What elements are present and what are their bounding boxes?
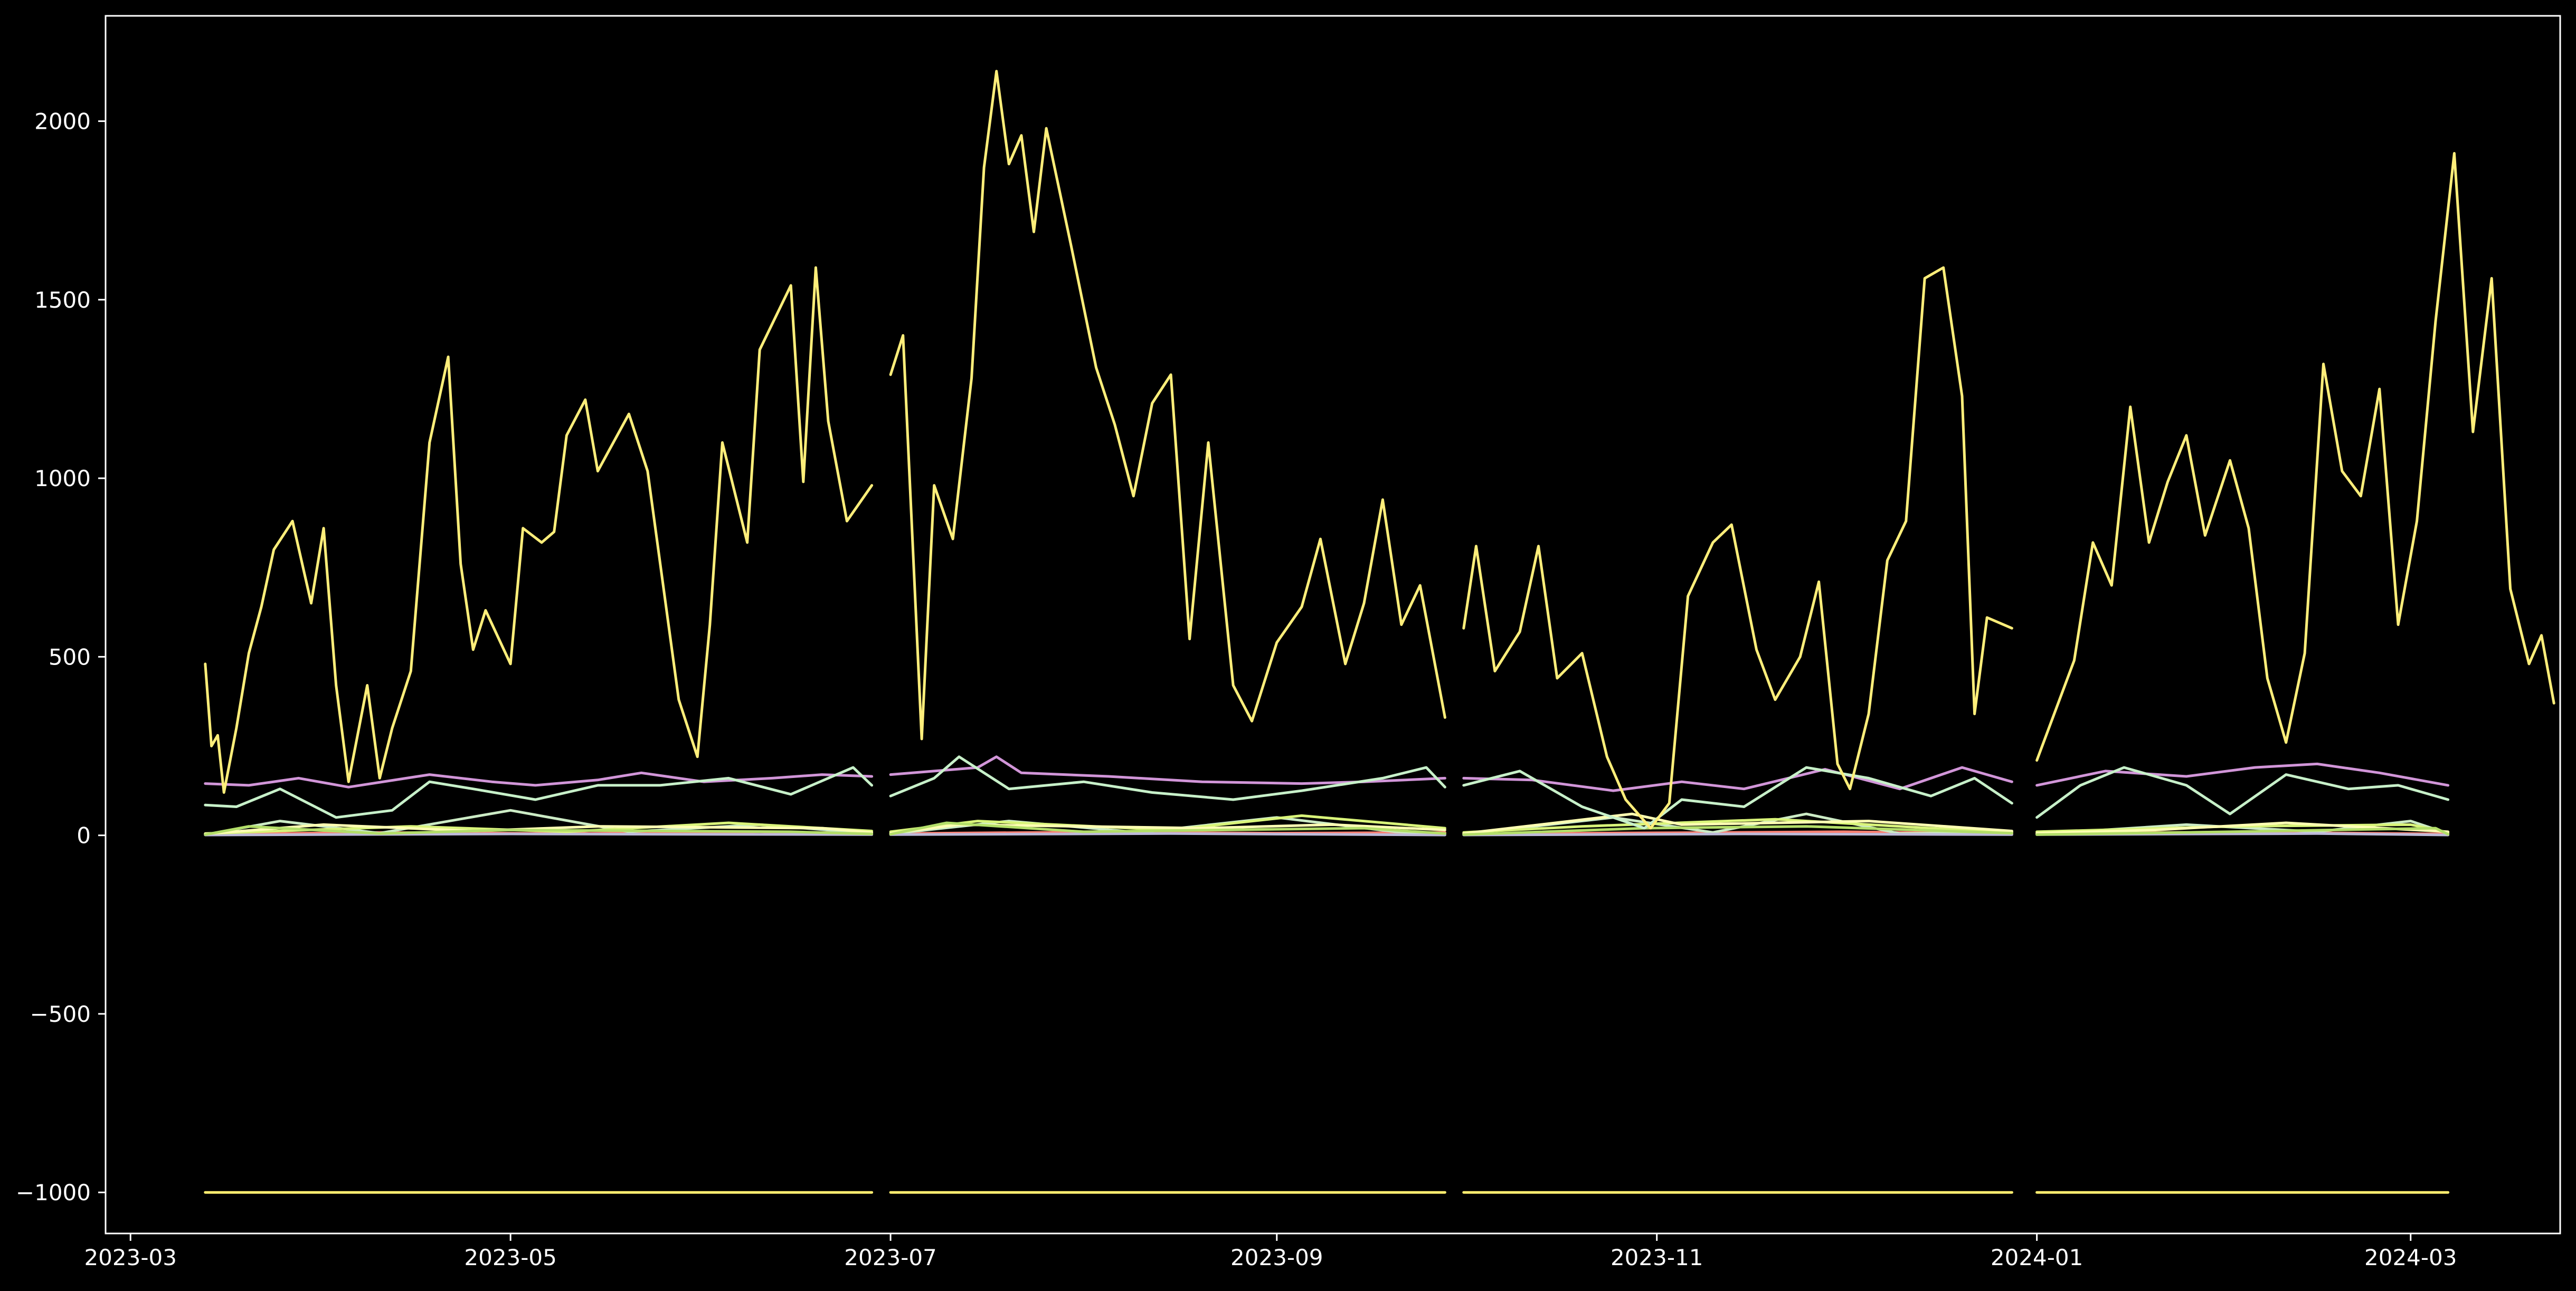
x-tick-label: 2024-01 [1991, 1245, 2083, 1270]
x-tick-label: 2024-03 [2364, 1245, 2457, 1270]
x-tick-label: 2023-03 [84, 1245, 177, 1270]
series-10-segment-1 [204, 266, 874, 794]
x-axis: 2023-03 2023-05 2023-07 2023-09 2023-11 2024-… [84, 1233, 2457, 1270]
y-axis: 2000 1500 1000 500 0 −500 −1000 [16, 109, 106, 1205]
series-10-segment-4 [2035, 152, 2555, 762]
series-7-segment-3 [1462, 825, 2013, 836]
y-tick-label: −1000 [16, 1180, 91, 1205]
series-4-segment-2 [889, 832, 1446, 837]
series-9 [204, 755, 2450, 830]
series-8-segment-1 [204, 771, 874, 789]
series-9-segment-3 [1462, 766, 2013, 830]
series-6 [204, 812, 2450, 836]
series-7-segment-4 [2035, 827, 2450, 836]
series-10-segment-2 [889, 70, 1446, 741]
series-4 [204, 832, 2450, 837]
y-tick-label: 1500 [34, 287, 91, 313]
series-4-segment-3 [1462, 832, 2013, 837]
series-6-segment-2 [889, 823, 1446, 835]
series-8 [204, 755, 2450, 792]
series-8-segment-3 [1462, 766, 2013, 792]
y-tick-label: −500 [30, 1001, 91, 1027]
series-9-segment-2 [889, 755, 1446, 801]
series-5-segment-3 [1462, 818, 2013, 834]
series-7 [204, 821, 2450, 836]
x-tick-label: 2023-07 [844, 1245, 937, 1270]
series-7-segment-2 [889, 821, 1446, 836]
series-9-segment-1 [204, 766, 874, 819]
series-4-segment-1 [204, 832, 874, 837]
x-tick-label: 2023-09 [1230, 1245, 1323, 1270]
series-7-segment-1 [204, 825, 874, 836]
series-6-segment-1 [204, 823, 874, 836]
series-6-segment-4 [2035, 821, 2450, 835]
x-tick-label: 2023-11 [1611, 1245, 1703, 1270]
y-tick-label: 500 [49, 644, 91, 670]
series-5-segment-1 [204, 821, 874, 835]
series-layer [204, 70, 2555, 1194]
series-10 [204, 70, 2555, 830]
x-tick-label: 2023-05 [464, 1245, 557, 1270]
series-6-segment-3 [1462, 812, 2013, 835]
series-10-segment-3 [1462, 266, 2013, 830]
y-tick-label: 2000 [34, 109, 91, 135]
series-8-segment-4 [2035, 762, 2450, 787]
plot-frame [105, 15, 2561, 1235]
series-8-segment-2 [889, 755, 1446, 785]
y-tick-label: 0 [77, 823, 91, 849]
y-tick-label: 1000 [34, 466, 91, 491]
series-9-segment-4 [2035, 766, 2450, 819]
